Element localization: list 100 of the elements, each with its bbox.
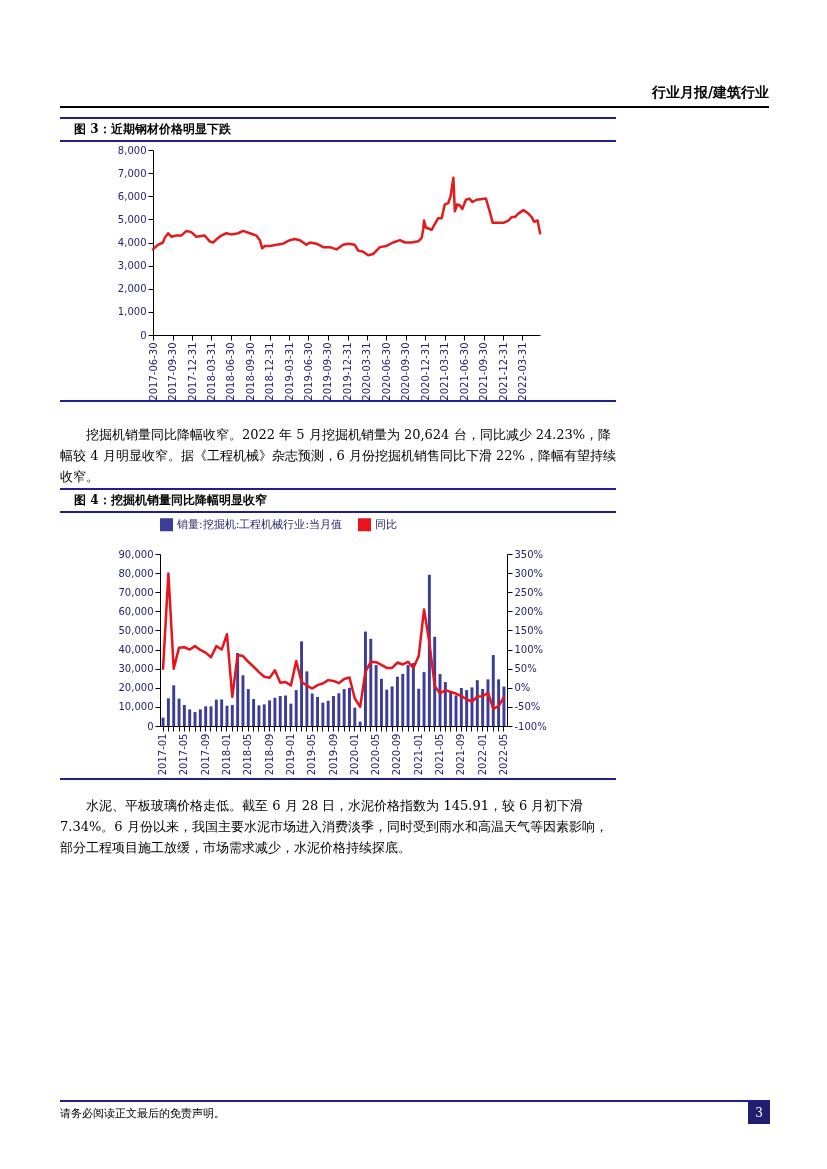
x-tick-label: 2019-03-31 bbox=[283, 342, 295, 401]
y2-tick-label: -100% bbox=[514, 720, 547, 732]
y-tick-label: 40,000 bbox=[118, 644, 154, 656]
text: 请务必阅读正文最后的免责声明。 bbox=[60, 1107, 225, 1120]
y2-tick-label: 0% bbox=[514, 682, 531, 694]
x-tick-label: 2020-09-30 bbox=[400, 342, 412, 401]
bar bbox=[310, 693, 314, 726]
x-tick-label: 2019-06-30 bbox=[302, 342, 314, 401]
bar bbox=[177, 698, 181, 726]
bar bbox=[294, 690, 298, 726]
x-tick-label: 2017-09 bbox=[199, 733, 211, 776]
x-tick-label: 2020-05 bbox=[370, 733, 382, 776]
bar bbox=[300, 641, 304, 726]
y2-tick-label: 250% bbox=[514, 586, 544, 598]
y-tick-label: 60,000 bbox=[118, 605, 154, 617]
x-tick-label: 2021-09 bbox=[455, 733, 467, 776]
x-tick-label: 2019-05 bbox=[306, 733, 318, 776]
y-tick-label: 30,000 bbox=[118, 663, 154, 675]
bar bbox=[252, 699, 256, 726]
bar bbox=[214, 699, 218, 726]
x-tick-label: 2021-01 bbox=[412, 733, 424, 776]
text: 挖掘机销量同比降幅收窄。2022 年 5 月挖掘机销量为 20,624 台，同比减少 24.23%，降幅较 4 月明显收窄。据《工程机械》杂志预测，6 月份挖掘机销售同比下滑 22%，降幅有望持续收窄。 bbox=[60, 426, 616, 486]
y2-tick-label: 50% bbox=[514, 663, 537, 675]
bar bbox=[262, 704, 266, 726]
x-tick-label: 2018-03-31 bbox=[205, 342, 217, 401]
y2-tick-label: 300% bbox=[514, 567, 544, 579]
x-tick-label: 2021-12-31 bbox=[497, 342, 509, 401]
bar bbox=[182, 704, 186, 726]
bar bbox=[369, 638, 373, 726]
x-tick-label: 2019-01 bbox=[284, 733, 296, 776]
x-tick-label: 2017-01 bbox=[157, 733, 169, 776]
x-tick-label: 2019-12-31 bbox=[342, 342, 354, 401]
y-tick-label: 50,000 bbox=[118, 624, 154, 636]
y-tick-label: 3,000 bbox=[117, 260, 147, 272]
x-tick-label: 2019-09-30 bbox=[322, 342, 334, 401]
y2-tick-label: -50% bbox=[514, 701, 541, 713]
x-tick-label: 2017-09-30 bbox=[167, 342, 179, 401]
bar bbox=[417, 688, 421, 726]
bar bbox=[465, 690, 469, 726]
bar bbox=[491, 655, 495, 726]
bar bbox=[502, 686, 506, 726]
bar bbox=[289, 703, 293, 726]
bar bbox=[188, 709, 192, 726]
x-tick-label: 2020-01 bbox=[348, 733, 360, 776]
bar bbox=[257, 705, 261, 726]
bar bbox=[342, 689, 346, 726]
bar bbox=[326, 700, 330, 726]
x-tick-label: 2020-12-31 bbox=[419, 342, 431, 401]
text: 水泥、平板玻璃价格走低。截至 6 月 28 日，水泥价格指数为 145.91，较 6 月初下滑 7.34%。6 月份以来，我国主要水泥市场进入消费淡季，同时受到雨水和高温天气等因素影响，部分工程项目施工放缓，市场需求减少，水泥价格持续探底。 bbox=[60, 797, 609, 857]
y-tick-label: 20,000 bbox=[118, 682, 154, 694]
bar bbox=[230, 704, 234, 726]
x-tick-label: 2020-03-31 bbox=[361, 342, 373, 401]
y-tick-label: 2,000 bbox=[117, 283, 147, 295]
line-series bbox=[151, 176, 542, 257]
bar bbox=[401, 674, 405, 726]
x-tick-label: 2018-06-30 bbox=[225, 342, 237, 401]
y-tick-label: 80,000 bbox=[118, 567, 154, 579]
y-tick-label: 10,000 bbox=[118, 701, 154, 713]
x-tick-label: 2018-09 bbox=[263, 733, 275, 776]
y-tick-label: 90,000 bbox=[118, 548, 154, 560]
x-tick-label: 2018-05 bbox=[242, 733, 254, 776]
bar bbox=[268, 700, 272, 726]
x-tick-label: 2020-06-30 bbox=[380, 342, 392, 401]
x-tick-label: 2017-12-31 bbox=[186, 342, 198, 401]
x-tick-label: 2018-09-30 bbox=[244, 342, 256, 401]
bar bbox=[166, 698, 170, 726]
y-tick-label: 70,000 bbox=[118, 586, 154, 598]
text: 3 bbox=[748, 1102, 770, 1124]
y-tick-label: 6,000 bbox=[117, 190, 147, 202]
y-tick-label: 1,000 bbox=[117, 306, 147, 318]
bar bbox=[337, 693, 341, 726]
bar bbox=[481, 688, 485, 726]
bar bbox=[348, 687, 351, 726]
bar bbox=[284, 695, 288, 726]
text: 行业月报/建筑行业 bbox=[60, 84, 769, 108]
y2-tick-label: 100% bbox=[514, 644, 544, 656]
bar bbox=[443, 682, 447, 726]
bar bbox=[411, 662, 415, 726]
bar bbox=[204, 706, 208, 726]
x-tick-label: 2017-06-30 bbox=[147, 342, 159, 401]
x-tick-label: 2021-03-31 bbox=[439, 342, 451, 401]
y-tick-label: 0 bbox=[140, 329, 147, 341]
bar bbox=[332, 696, 335, 726]
y-tick-label: 5,000 bbox=[117, 213, 147, 225]
bar bbox=[316, 696, 319, 726]
bar bbox=[406, 664, 410, 726]
bar bbox=[198, 709, 202, 726]
y-tick-label: 7,000 bbox=[117, 167, 147, 179]
x-tick-label: 2022-03-31 bbox=[516, 342, 528, 401]
x-tick-label: 2021-09-30 bbox=[478, 342, 490, 401]
bar bbox=[395, 676, 399, 726]
bar bbox=[358, 721, 362, 726]
bar bbox=[390, 686, 394, 726]
bar bbox=[497, 679, 501, 726]
bar bbox=[486, 679, 490, 726]
y2-tick-label: 350% bbox=[514, 548, 544, 560]
bar bbox=[353, 707, 357, 726]
bar bbox=[459, 687, 463, 726]
bar bbox=[449, 692, 453, 726]
bar bbox=[273, 697, 277, 726]
